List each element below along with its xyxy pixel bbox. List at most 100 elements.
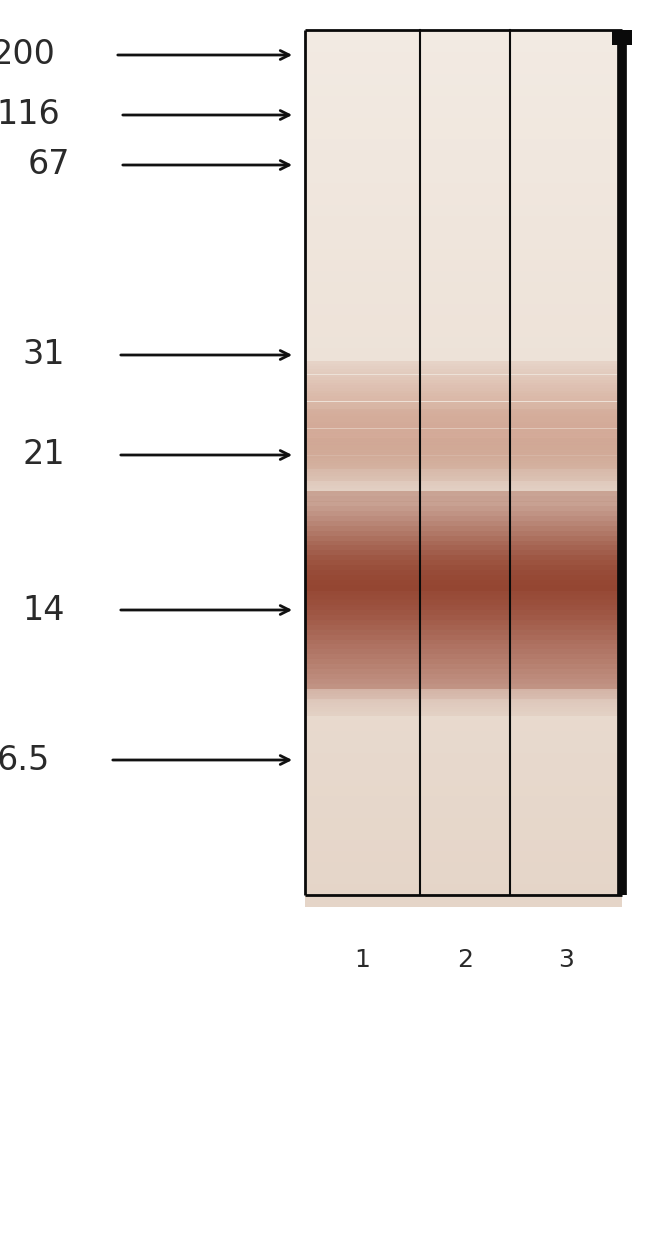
Bar: [305, 63, 622, 74]
Bar: [305, 421, 622, 424]
Bar: [305, 117, 622, 130]
Bar: [305, 650, 622, 655]
Bar: [305, 140, 622, 152]
Bar: [305, 710, 622, 713]
Bar: [305, 403, 622, 414]
Bar: [305, 394, 622, 396]
Bar: [305, 461, 622, 462]
Bar: [305, 522, 622, 535]
Bar: [305, 474, 622, 475]
Bar: [305, 601, 622, 604]
Bar: [305, 463, 622, 466]
Bar: [305, 785, 622, 798]
Bar: [305, 626, 622, 629]
Bar: [305, 441, 622, 442]
Bar: [305, 680, 622, 683]
Bar: [305, 484, 622, 487]
Bar: [305, 698, 622, 700]
Bar: [305, 895, 622, 906]
Bar: [305, 620, 622, 625]
Bar: [305, 461, 622, 463]
Bar: [305, 401, 622, 404]
Bar: [305, 472, 622, 474]
Bar: [305, 447, 622, 450]
Bar: [305, 417, 622, 420]
Bar: [305, 183, 622, 195]
Bar: [305, 615, 622, 618]
Bar: [305, 347, 622, 359]
Bar: [305, 541, 622, 546]
Bar: [305, 663, 622, 666]
Bar: [305, 687, 622, 689]
Bar: [305, 479, 622, 480]
Bar: [305, 694, 622, 697]
Bar: [305, 337, 622, 348]
Bar: [305, 556, 622, 561]
Bar: [305, 412, 622, 415]
Bar: [305, 494, 622, 496]
Bar: [305, 463, 622, 464]
Bar: [305, 424, 622, 425]
Bar: [305, 684, 622, 685]
Bar: [305, 700, 622, 701]
Bar: [305, 501, 622, 513]
Bar: [305, 415, 622, 417]
Bar: [305, 95, 622, 107]
Bar: [305, 468, 622, 471]
Bar: [305, 490, 622, 501]
Bar: [305, 685, 622, 688]
Bar: [305, 873, 622, 885]
Bar: [305, 459, 622, 461]
Bar: [305, 216, 622, 228]
Bar: [305, 457, 622, 469]
Bar: [305, 424, 622, 426]
Bar: [305, 566, 622, 571]
Bar: [305, 536, 622, 541]
Bar: [305, 467, 622, 469]
Bar: [305, 683, 622, 685]
Bar: [305, 613, 622, 615]
Bar: [305, 664, 622, 669]
Bar: [305, 840, 622, 852]
Text: 31: 31: [23, 338, 65, 372]
Bar: [305, 377, 622, 380]
Bar: [305, 447, 622, 448]
Bar: [305, 604, 622, 608]
Bar: [305, 472, 622, 473]
Bar: [305, 666, 622, 677]
Bar: [305, 658, 622, 661]
Bar: [305, 669, 622, 672]
Bar: [305, 688, 622, 690]
Bar: [305, 590, 622, 595]
Bar: [305, 501, 622, 506]
Bar: [305, 293, 622, 305]
Bar: [305, 656, 622, 658]
Bar: [305, 488, 622, 489]
Bar: [305, 412, 622, 415]
Bar: [305, 511, 622, 516]
Bar: [305, 774, 622, 787]
Bar: [305, 380, 622, 383]
Bar: [305, 676, 622, 688]
Bar: [305, 173, 622, 184]
Bar: [305, 363, 622, 367]
Bar: [305, 478, 622, 479]
Bar: [305, 608, 622, 610]
Bar: [305, 425, 622, 427]
Bar: [305, 443, 622, 445]
Bar: [305, 645, 622, 647]
Bar: [305, 655, 622, 657]
Bar: [305, 662, 622, 663]
Text: 3: 3: [558, 948, 574, 972]
Bar: [305, 429, 622, 431]
Bar: [305, 496, 622, 498]
Bar: [305, 429, 622, 431]
Bar: [305, 463, 622, 467]
Bar: [305, 440, 622, 441]
Bar: [305, 426, 622, 429]
Bar: [305, 580, 622, 585]
Bar: [305, 427, 622, 429]
Bar: [305, 599, 622, 611]
Text: 2: 2: [457, 948, 473, 972]
Bar: [305, 661, 622, 662]
